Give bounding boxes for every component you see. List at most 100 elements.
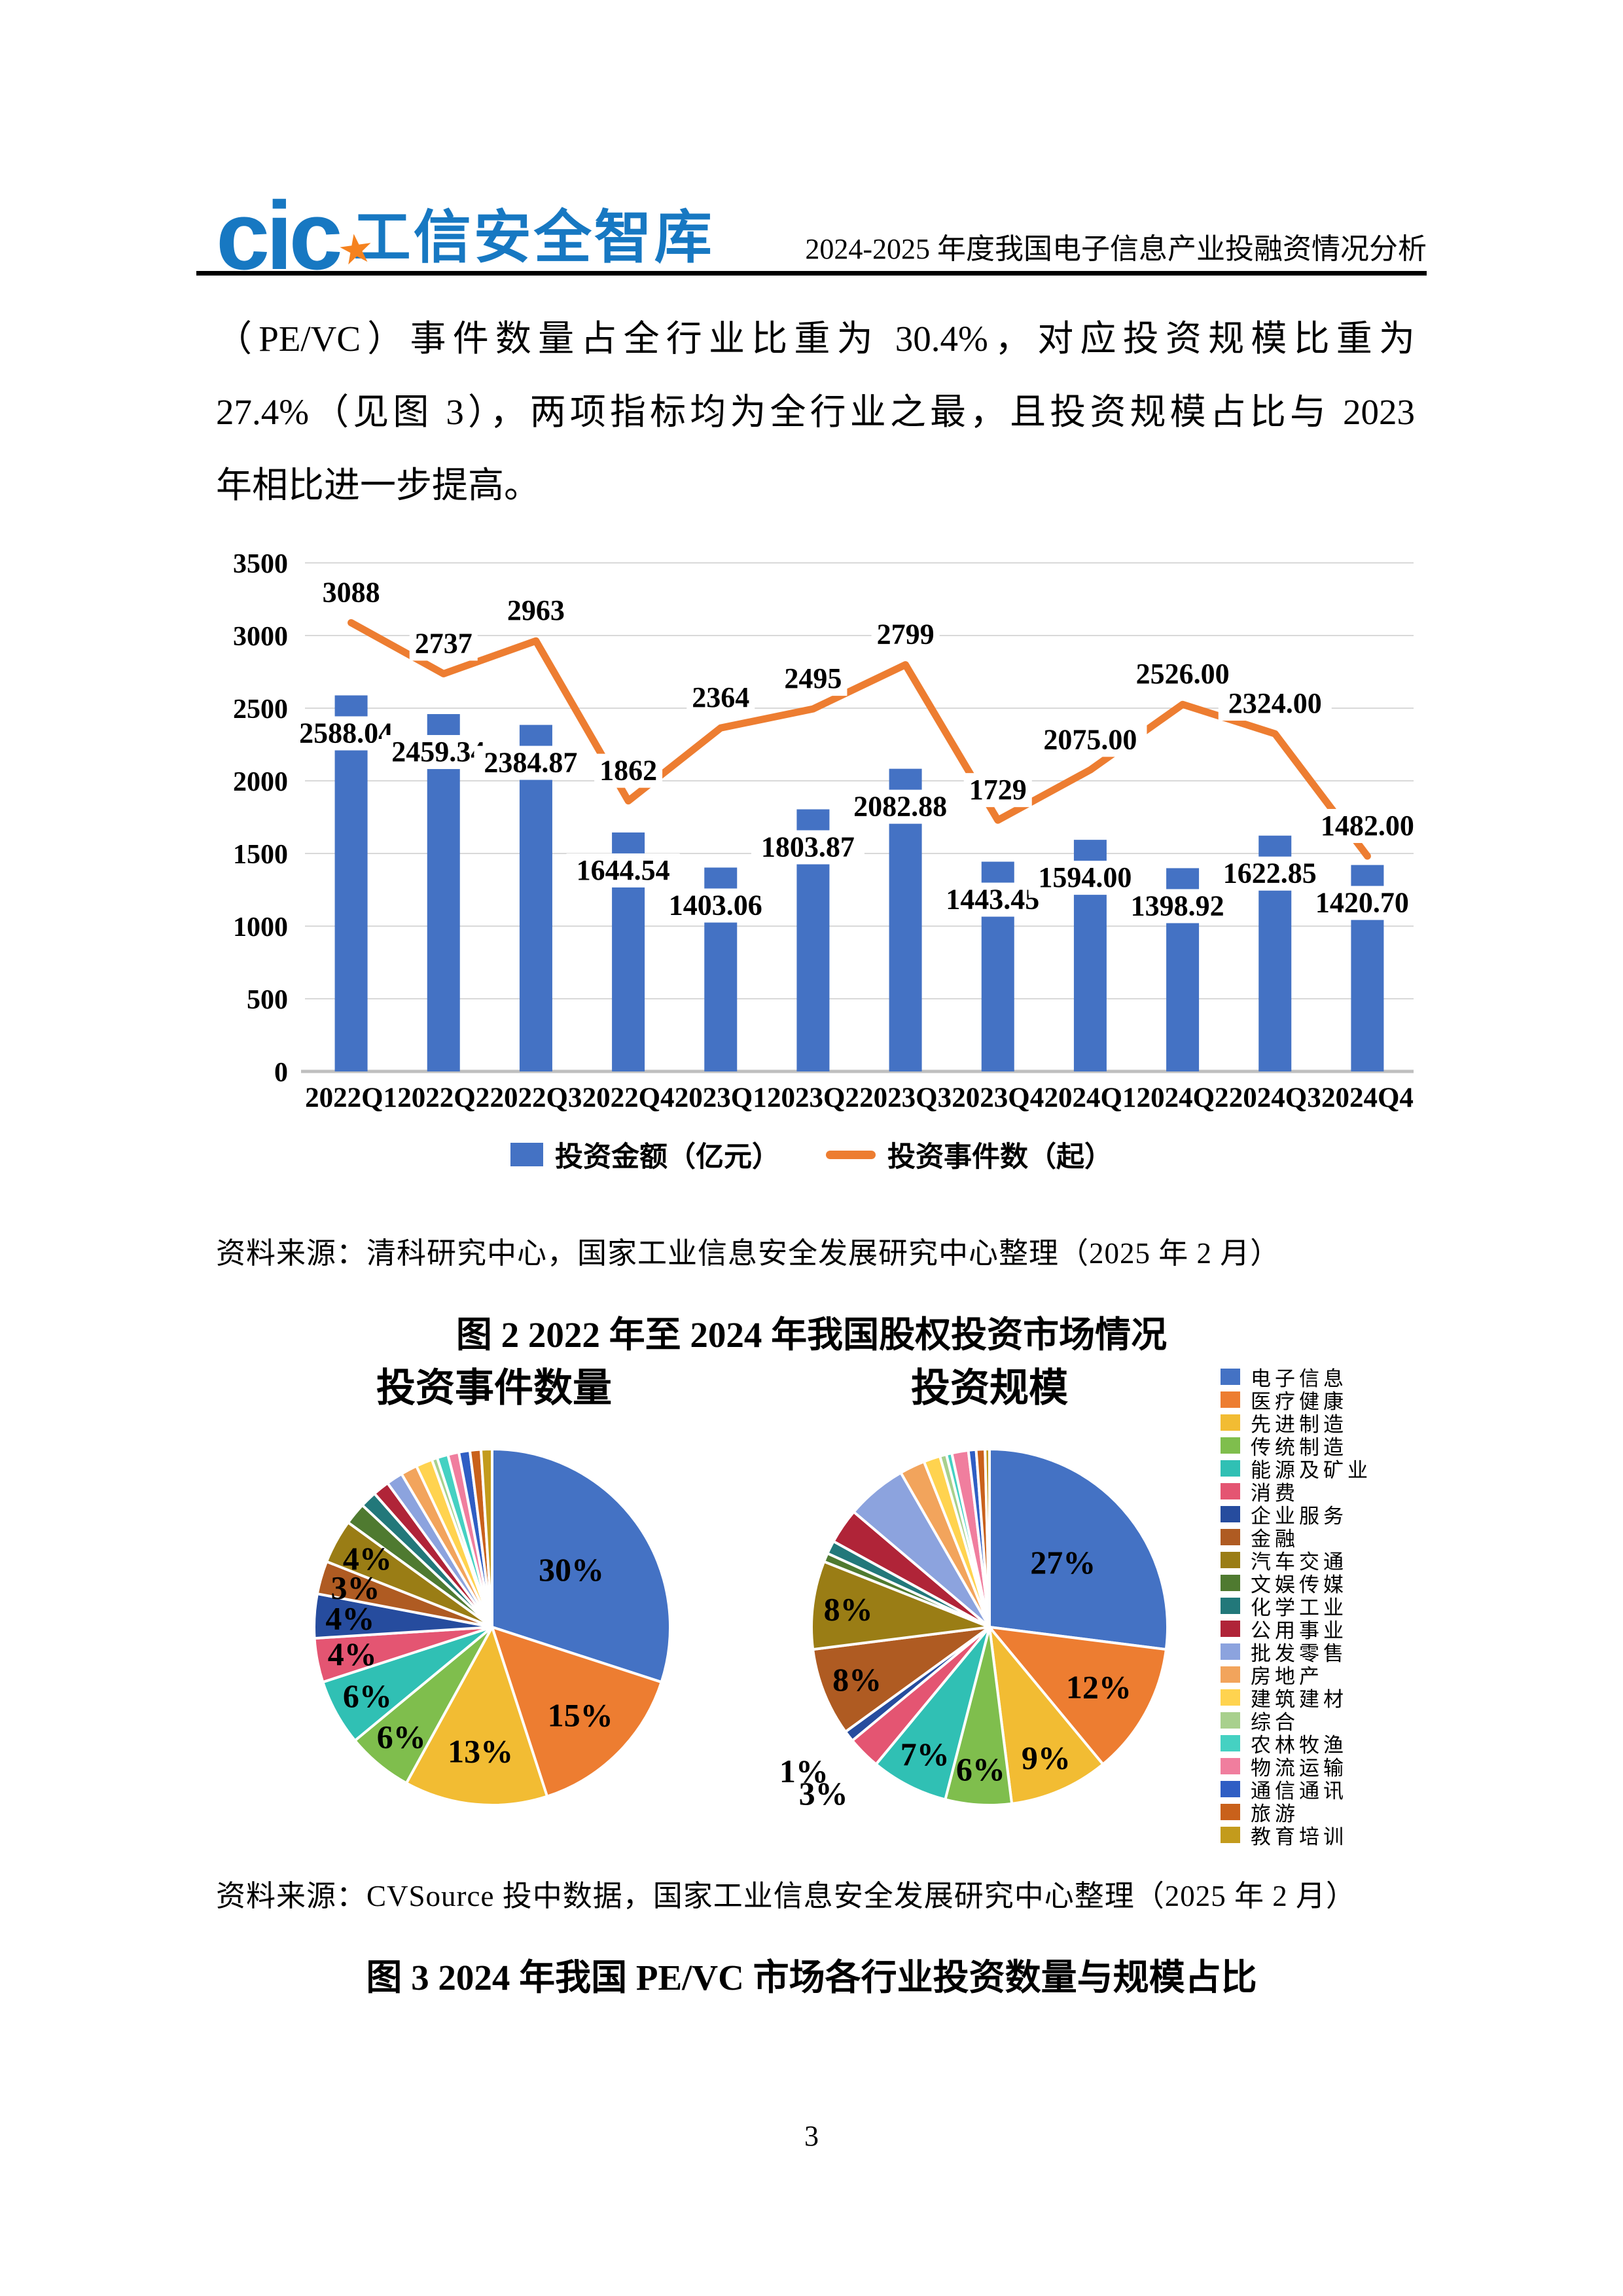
- legend-swatch: [1221, 1827, 1240, 1843]
- line-value-label-bg: [1218, 687, 1332, 721]
- legend-swatch: [1221, 1369, 1240, 1385]
- bar-value-label: 1398.92: [1131, 889, 1224, 922]
- legend-item: 建筑建材: [1221, 1686, 1436, 1711]
- legend-item: 旅游: [1221, 1801, 1436, 1825]
- logo-cic-text: cic: [216, 182, 343, 290]
- legend-item: 电子信息: [1221, 1365, 1436, 1390]
- bar-value-label: 1594.00: [1038, 861, 1132, 893]
- pie-percent-label: 6%: [956, 1751, 1005, 1787]
- legend-label: 物流运输: [1251, 1757, 1347, 1780]
- line-value-label: 1862: [599, 755, 657, 787]
- line-value-label: 2324.00: [1228, 687, 1322, 719]
- legend-swatch: [1221, 1735, 1240, 1751]
- line-value-label-bg: [1126, 657, 1240, 692]
- figure2-caption: 图 2 2022 年至 2024 年我国股权投资市场情况: [455, 1315, 1168, 1355]
- pie-percent-label: 4%: [325, 1600, 374, 1636]
- line-value-label: 2963: [507, 594, 565, 626]
- bar-value-label: 1622.85: [1223, 857, 1317, 889]
- legend-swatch: [1221, 1781, 1240, 1797]
- legend-item: 先进制造: [1221, 1411, 1436, 1436]
- y-axis-label: 2000: [233, 767, 288, 797]
- bar-value-label-bg: [1213, 856, 1327, 891]
- legend-item: 企业服务: [1221, 1503, 1436, 1528]
- legend-item: 能源及矿业: [1221, 1457, 1436, 1482]
- pie-percent-label: 7%: [901, 1736, 950, 1772]
- legend-label: 医疗健康: [1251, 1390, 1347, 1413]
- pie-slice-先进制造: [988, 1626, 1105, 1805]
- bar-value-label-bg: [1305, 886, 1419, 920]
- bar-series-swatch: [510, 1143, 543, 1166]
- body-paragraph: （PE/VC）事件数量占全行业比重为 30.4%，对应投资规模比重为 27.4%…: [216, 302, 1415, 522]
- paragraph-line: （PE/VC）事件数量占全行业比重为 30.4%，对应投资规模比重为: [216, 319, 1415, 359]
- y-axis-label: 500: [247, 985, 288, 1015]
- legend-label: 建筑建材: [1251, 1688, 1347, 1711]
- legend-swatch: [1221, 1621, 1240, 1637]
- x-axis-label: 2023Q2: [767, 1083, 859, 1113]
- logo-cn-text: 工信安全智库: [353, 205, 715, 270]
- legend-item: 公用事业: [1221, 1617, 1436, 1642]
- figure3-source: 资料来源：CVSource 投中数据，国家工业信息安全发展研究中心整理（2025…: [216, 1880, 1356, 1912]
- pie2-title: 投资规模: [911, 1367, 1068, 1410]
- legend-label: 公用事业: [1251, 1619, 1347, 1642]
- legend-item: 化学工业: [1221, 1594, 1436, 1619]
- pie-slice-能源及矿业: [874, 1626, 991, 1801]
- pie-percent-label: 3%: [331, 1569, 380, 1605]
- pie-percent-label: 4%: [328, 1636, 377, 1672]
- y-axis-label: 3000: [233, 622, 288, 652]
- pie-percent-label: 4%: [343, 1540, 392, 1577]
- legend-item: 汽车交通: [1221, 1549, 1436, 1573]
- pie-percent-label: 8%: [832, 1661, 882, 1698]
- x-axis-label: 2022Q1: [305, 1083, 397, 1113]
- paragraph-line: 年相比进一步提高。: [216, 465, 541, 505]
- pie-percent-label: 12%: [1066, 1669, 1132, 1706]
- legend-swatch: [1221, 1391, 1240, 1408]
- line-value-label-bg: [501, 594, 570, 628]
- line-value-label-bg: [1310, 808, 1424, 843]
- x-axis-label: 2024Q2: [1137, 1083, 1229, 1113]
- legend-label: 金融: [1251, 1528, 1299, 1551]
- line-value-label: 2737: [415, 627, 473, 659]
- page-number: 3: [804, 2120, 819, 2152]
- legend-swatch: [1221, 1598, 1240, 1614]
- legend-label: 文娱传媒: [1251, 1573, 1347, 1596]
- pie-percent-label: 1%: [779, 1753, 829, 1789]
- y-axis-label: 1500: [233, 840, 288, 870]
- legend-item: 农林牧渔: [1221, 1732, 1436, 1757]
- figure3-caption: 图 3 2024 年我国 PE/VC 市场各行业投资数量与规模占比: [366, 1958, 1257, 1998]
- line-series-label: 投资事件数（起）: [887, 1142, 1113, 1173]
- legend-swatch: [1221, 1575, 1240, 1591]
- legend-label: 电子信息: [1251, 1367, 1347, 1390]
- bar-value-label: 1403.06: [669, 889, 762, 922]
- bar-2022Q3: [519, 725, 552, 1071]
- legend-swatch: [1221, 1643, 1240, 1660]
- legend-item: 医疗健康: [1221, 1388, 1436, 1413]
- legend-swatch: [1221, 1437, 1240, 1454]
- x-axis-label: 2024Q3: [1229, 1083, 1321, 1113]
- bar-value-label-bg: [658, 888, 772, 923]
- legend-item: 传统制造: [1221, 1434, 1436, 1459]
- legend-item: 批发零售: [1221, 1640, 1436, 1665]
- pie-slice-汽车交通: [810, 1560, 991, 1651]
- pie1-title: 投资事件数量: [376, 1367, 612, 1410]
- line-value-label: 1482.00: [1321, 810, 1414, 842]
- line-value-label-bg: [963, 773, 1032, 808]
- legend-label: 旅游: [1251, 1803, 1299, 1825]
- header-title: 2024-2025 年度我国电子信息产业投融资情况分析: [805, 233, 1427, 265]
- legend-swatch: [1221, 1712, 1240, 1729]
- legend-item: 通信通讯: [1221, 1778, 1436, 1803]
- pie-percent-label: 3%: [799, 1775, 848, 1812]
- legend-item: 金融: [1221, 1526, 1436, 1551]
- legend-swatch: [1221, 1506, 1240, 1522]
- x-axis-label: 2022Q3: [490, 1083, 582, 1113]
- line-value-label: 2799: [877, 619, 935, 651]
- line-value-label-bg: [871, 617, 940, 652]
- bar-value-label: 2082.88: [853, 791, 947, 823]
- legend-item: 综合: [1221, 1709, 1436, 1734]
- line-value-label: 3088: [323, 576, 380, 608]
- line-series: [348, 619, 1371, 860]
- bar-2022Q2: [427, 714, 460, 1071]
- pie-slice-先进制造: [404, 1626, 549, 1806]
- legend-label: 农林牧渔: [1251, 1734, 1347, 1757]
- line-value-label: 2526.00: [1136, 658, 1230, 690]
